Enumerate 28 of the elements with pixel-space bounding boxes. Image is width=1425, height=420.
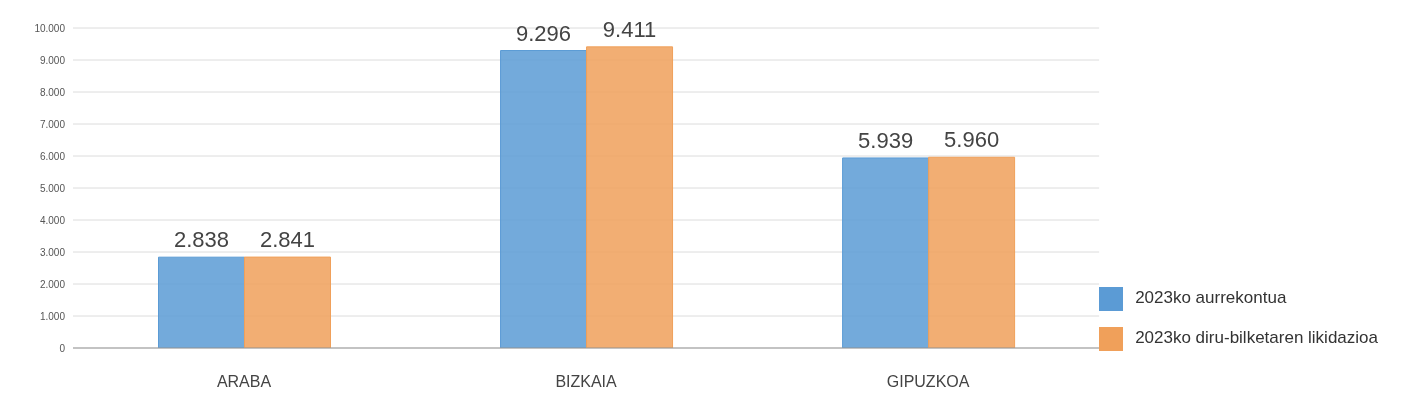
data-label: 9.296 [516,20,572,46]
y-tick-label: 4.000 [39,214,66,226]
legend-label: 2023ko aurrekontua [1135,288,1287,307]
y-tick-label: 3.000 [39,246,66,258]
y-tick-label: 9.000 [39,54,66,66]
y-tick-label: 5.000 [39,182,66,194]
bar [842,157,930,348]
y-tick-label: 7.000 [39,118,66,130]
bar [244,256,332,348]
legend-label: 2023ko diru-bilketaren likidazioa [1135,328,1378,347]
y-tick-label: 6.000 [39,150,66,162]
data-label: 9.411 [602,16,657,42]
x-tick-label: ARABA [216,373,272,391]
bar [928,156,1016,348]
data-label: 2.838 [173,227,230,253]
y-tick-label: 10.000 [34,22,66,34]
data-label: 5.960 [944,127,1000,153]
x-tick-label: BIZKAIA [555,373,618,391]
bar [500,50,588,348]
x-tick-label: GIPUZKOA [886,373,970,391]
y-tick-label: 0 [59,342,66,354]
y-tick-label: 1.000 [39,310,66,322]
y-tick-label: 2.000 [39,278,66,290]
y-tick-label: 8.000 [39,86,66,98]
data-label: 2.841 [259,227,316,253]
data-label: 5.939 [858,127,914,153]
bar [158,256,246,348]
bar [586,46,674,348]
